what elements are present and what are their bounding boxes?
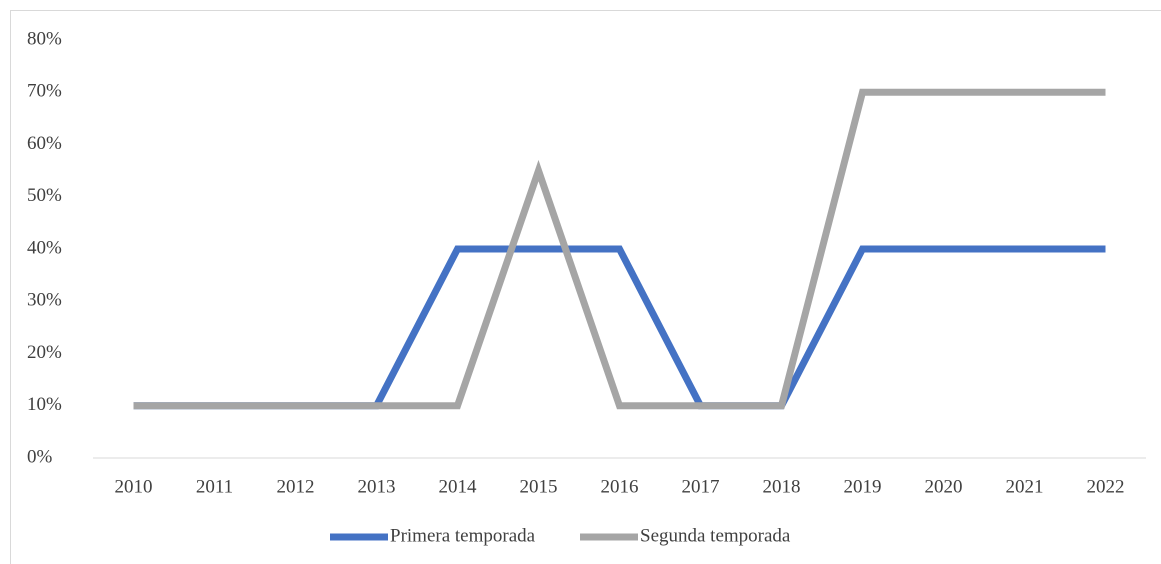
- x-tick-label: 2010: [115, 476, 153, 497]
- chart-border: [10, 10, 1161, 564]
- x-tick-label: 2013: [358, 476, 396, 497]
- x-tick-label: 2015: [520, 476, 558, 497]
- y-tick-label: 60%: [27, 133, 62, 154]
- y-tick-label: 40%: [27, 237, 62, 258]
- y-tick-label: 30%: [27, 290, 62, 311]
- x-tick-label: 2020: [925, 476, 963, 497]
- x-tick-label: 2021: [1006, 476, 1044, 497]
- y-tick-label: 70%: [27, 81, 62, 102]
- x-tick-label: 2019: [844, 476, 882, 497]
- x-tick-label: 2014: [439, 476, 478, 497]
- y-tick-label: 20%: [27, 342, 62, 363]
- y-tick-label: 80%: [27, 28, 62, 49]
- series-line: [133, 245, 1106, 410]
- legend-label: Primera temporada: [390, 525, 536, 546]
- x-tick-label: 2017: [682, 476, 720, 497]
- x-tick-label: 2012: [277, 476, 315, 497]
- y-tick-label: 10%: [27, 394, 62, 415]
- series-line: [133, 88, 1106, 410]
- y-tick-label: 0%: [27, 446, 53, 467]
- x-tick-label: 2011: [196, 476, 233, 497]
- x-tick-label: 2018: [763, 476, 801, 497]
- x-tick-label: 2022: [1087, 476, 1125, 497]
- legend-label: Segunda temporada: [640, 525, 791, 546]
- y-tick-label: 50%: [27, 185, 62, 206]
- x-tick-label: 2016: [601, 476, 639, 497]
